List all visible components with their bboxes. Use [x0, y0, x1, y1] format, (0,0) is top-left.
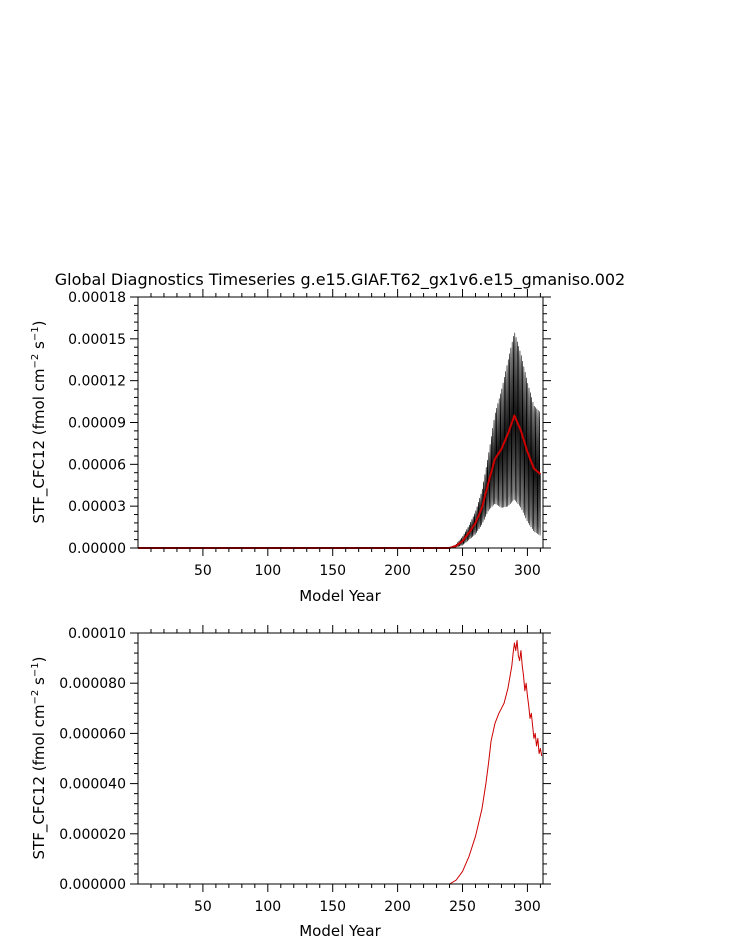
- bottom-chart-frame: [137, 632, 544, 885]
- x-tick-label: 250: [449, 899, 476, 915]
- bottom-chart: 50 100 150 200 250 300 0.000000 0.000020 0.00004…: [30, 625, 551, 940]
- y-tick-label: 0.000080: [59, 676, 126, 692]
- x-tick-label: 300: [514, 563, 541, 579]
- series-monthly-line: [137, 332, 541, 549]
- x-tick-label: 250: [449, 563, 476, 579]
- bottom-chart-series: [138, 640, 543, 885]
- y-tick-label: 0.000000: [59, 877, 126, 893]
- top-chart-series: [137, 332, 542, 549]
- y-tick-label: 0.000020: [59, 827, 126, 843]
- x-tick-label: 50: [194, 563, 212, 579]
- top-chart-x-axis-label: Model Year: [299, 587, 381, 605]
- x-tick-label: 50: [194, 899, 212, 915]
- x-tick-label: 200: [384, 899, 411, 915]
- y-tick-label: 0.00015: [68, 332, 126, 348]
- bottom-chart-ticks: 50 100 150 200 250 300 0.000000 0.000020 0.00004…: [59, 625, 551, 915]
- top-chart: 50 100 150 200 250 300 0.00000 0.00003 0.00006 0.…: [30, 289, 551, 605]
- y-tick-label: 0.000060: [59, 726, 126, 742]
- y-tick-label: 0.00009: [68, 416, 126, 432]
- x-tick-label: 150: [319, 899, 346, 915]
- y-tick-label: 0.000040: [59, 777, 126, 793]
- series-annual-line: [138, 640, 543, 885]
- y-tick-label: 0.00006: [68, 457, 126, 473]
- figure-title: Global Diagnostics Timeseries g.e15.GIAF…: [55, 270, 625, 290]
- x-tick-label: 300: [514, 899, 541, 915]
- x-tick-label: 100: [254, 563, 281, 579]
- top-chart-y-axis-label: STF_CFC12 (fmol cm−2 s−1): [30, 321, 49, 524]
- bottom-chart-y-axis-label: STF_CFC12 (fmol cm−2 s−1): [30, 657, 49, 860]
- x-tick-label: 100: [254, 899, 281, 915]
- x-tick-label: 200: [384, 563, 411, 579]
- series-annual-line: [138, 414, 542, 549]
- y-tick-label: 0.00003: [68, 499, 126, 515]
- y-tick-label: 0.00012: [68, 374, 126, 390]
- bottom-chart-x-axis-label: Model Year: [299, 922, 381, 940]
- x-tick-label: 150: [319, 563, 346, 579]
- y-tick-label: 0.00010: [68, 626, 126, 642]
- top-chart-ticks: 50 100 150 200 250 300 0.00000 0.00003 0.00006 0.…: [68, 289, 551, 579]
- y-tick-label: 0.00000: [68, 541, 126, 557]
- y-tick-label: 0.00018: [68, 290, 126, 306]
